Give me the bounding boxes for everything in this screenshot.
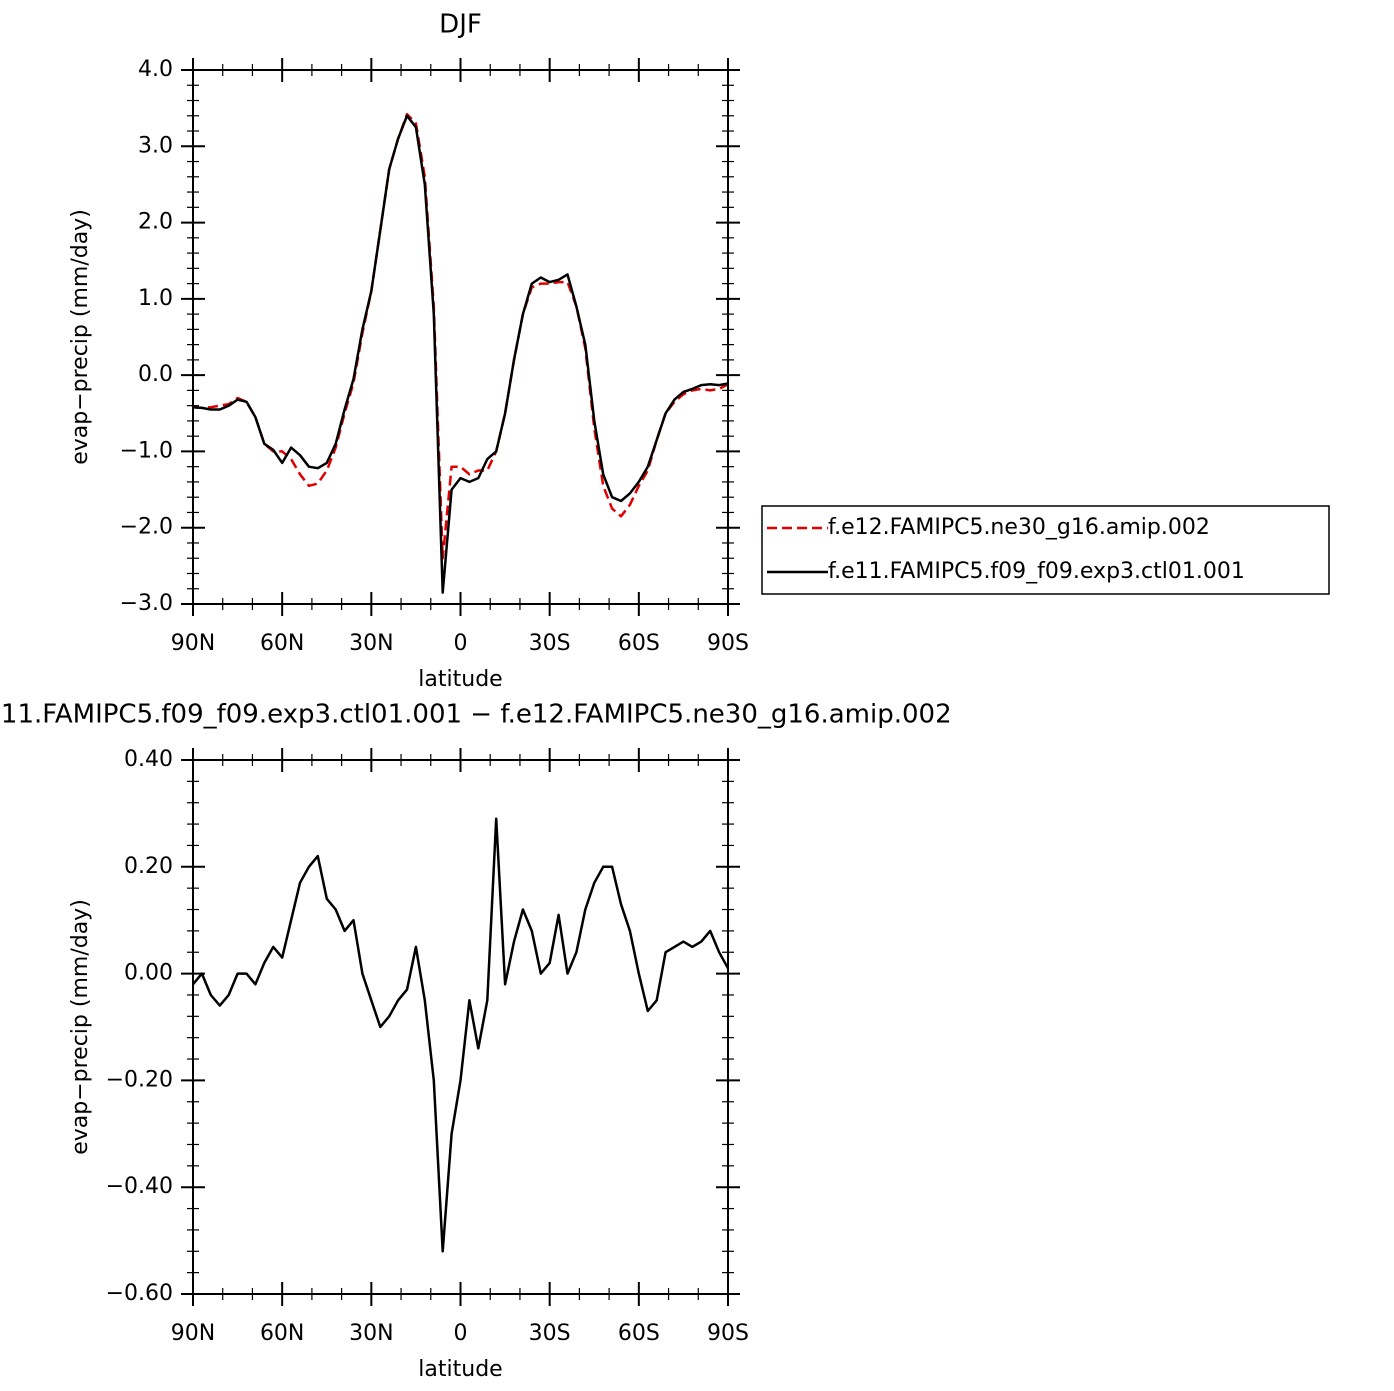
y-tick-label: 4.0 [138,57,173,82]
y-tick-label: 0.0 [138,362,173,387]
y-tick-label: −3.0 [120,591,173,616]
x-tick-label: 0 [454,631,468,656]
x-tick-label: 60N [260,1321,304,1346]
data-line [192,112,729,560]
chart-title: DJF [439,10,482,40]
x-tick-label: 90S [707,1321,749,1346]
y-tick-label: −1.0 [120,438,173,463]
x-tick-label: 90N [171,1321,215,1346]
y-axis-label: evap−precip (mm/day) [68,899,93,1155]
x-tick-label: 60S [618,1321,660,1346]
plot-frame [192,759,729,1295]
x-tick-label: 60S [618,631,660,656]
y-tick-label: 1.0 [138,286,173,311]
plot-frame [192,69,729,605]
y-tick-label: 2.0 [138,210,173,235]
x-axis-label: latitude [418,667,502,692]
y-tick-label: 0.20 [124,854,173,879]
x-tick-label: 30N [349,631,393,656]
y-tick-label: 0.00 [124,961,173,986]
y-tick-label: 0.40 [124,747,173,772]
legend-label: f.e11.FAMIPC5.f09_f09.exp3.ctl01.001 [828,559,1245,584]
y-axis-label: evap−precip (mm/day) [68,209,93,465]
x-axis-label: latitude [418,1357,502,1382]
legend-box [761,505,1330,595]
x-tick-label: 30S [529,1321,571,1346]
legend-label: f.e12.FAMIPC5.ne30_g16.amip.002 [828,515,1210,540]
y-tick-label: −0.40 [106,1174,173,1199]
x-tick-label: 30S [529,631,571,656]
x-tick-label: 90S [707,631,749,656]
data-line [192,817,730,1253]
y-tick-label: −0.20 [106,1067,173,1092]
x-tick-label: 90N [171,631,215,656]
y-tick-label: 3.0 [138,133,173,158]
x-tick-label: 30N [349,1321,393,1346]
x-tick-label: 60N [260,631,304,656]
y-tick-label: −0.60 [106,1281,173,1306]
data-line [192,114,729,594]
chart-title: f.e11.FAMIPC5.f09_f09.exp3.ctl01.001 − f… [0,700,952,730]
x-tick-label: 0 [454,1321,468,1346]
y-tick-label: −2.0 [120,515,173,540]
